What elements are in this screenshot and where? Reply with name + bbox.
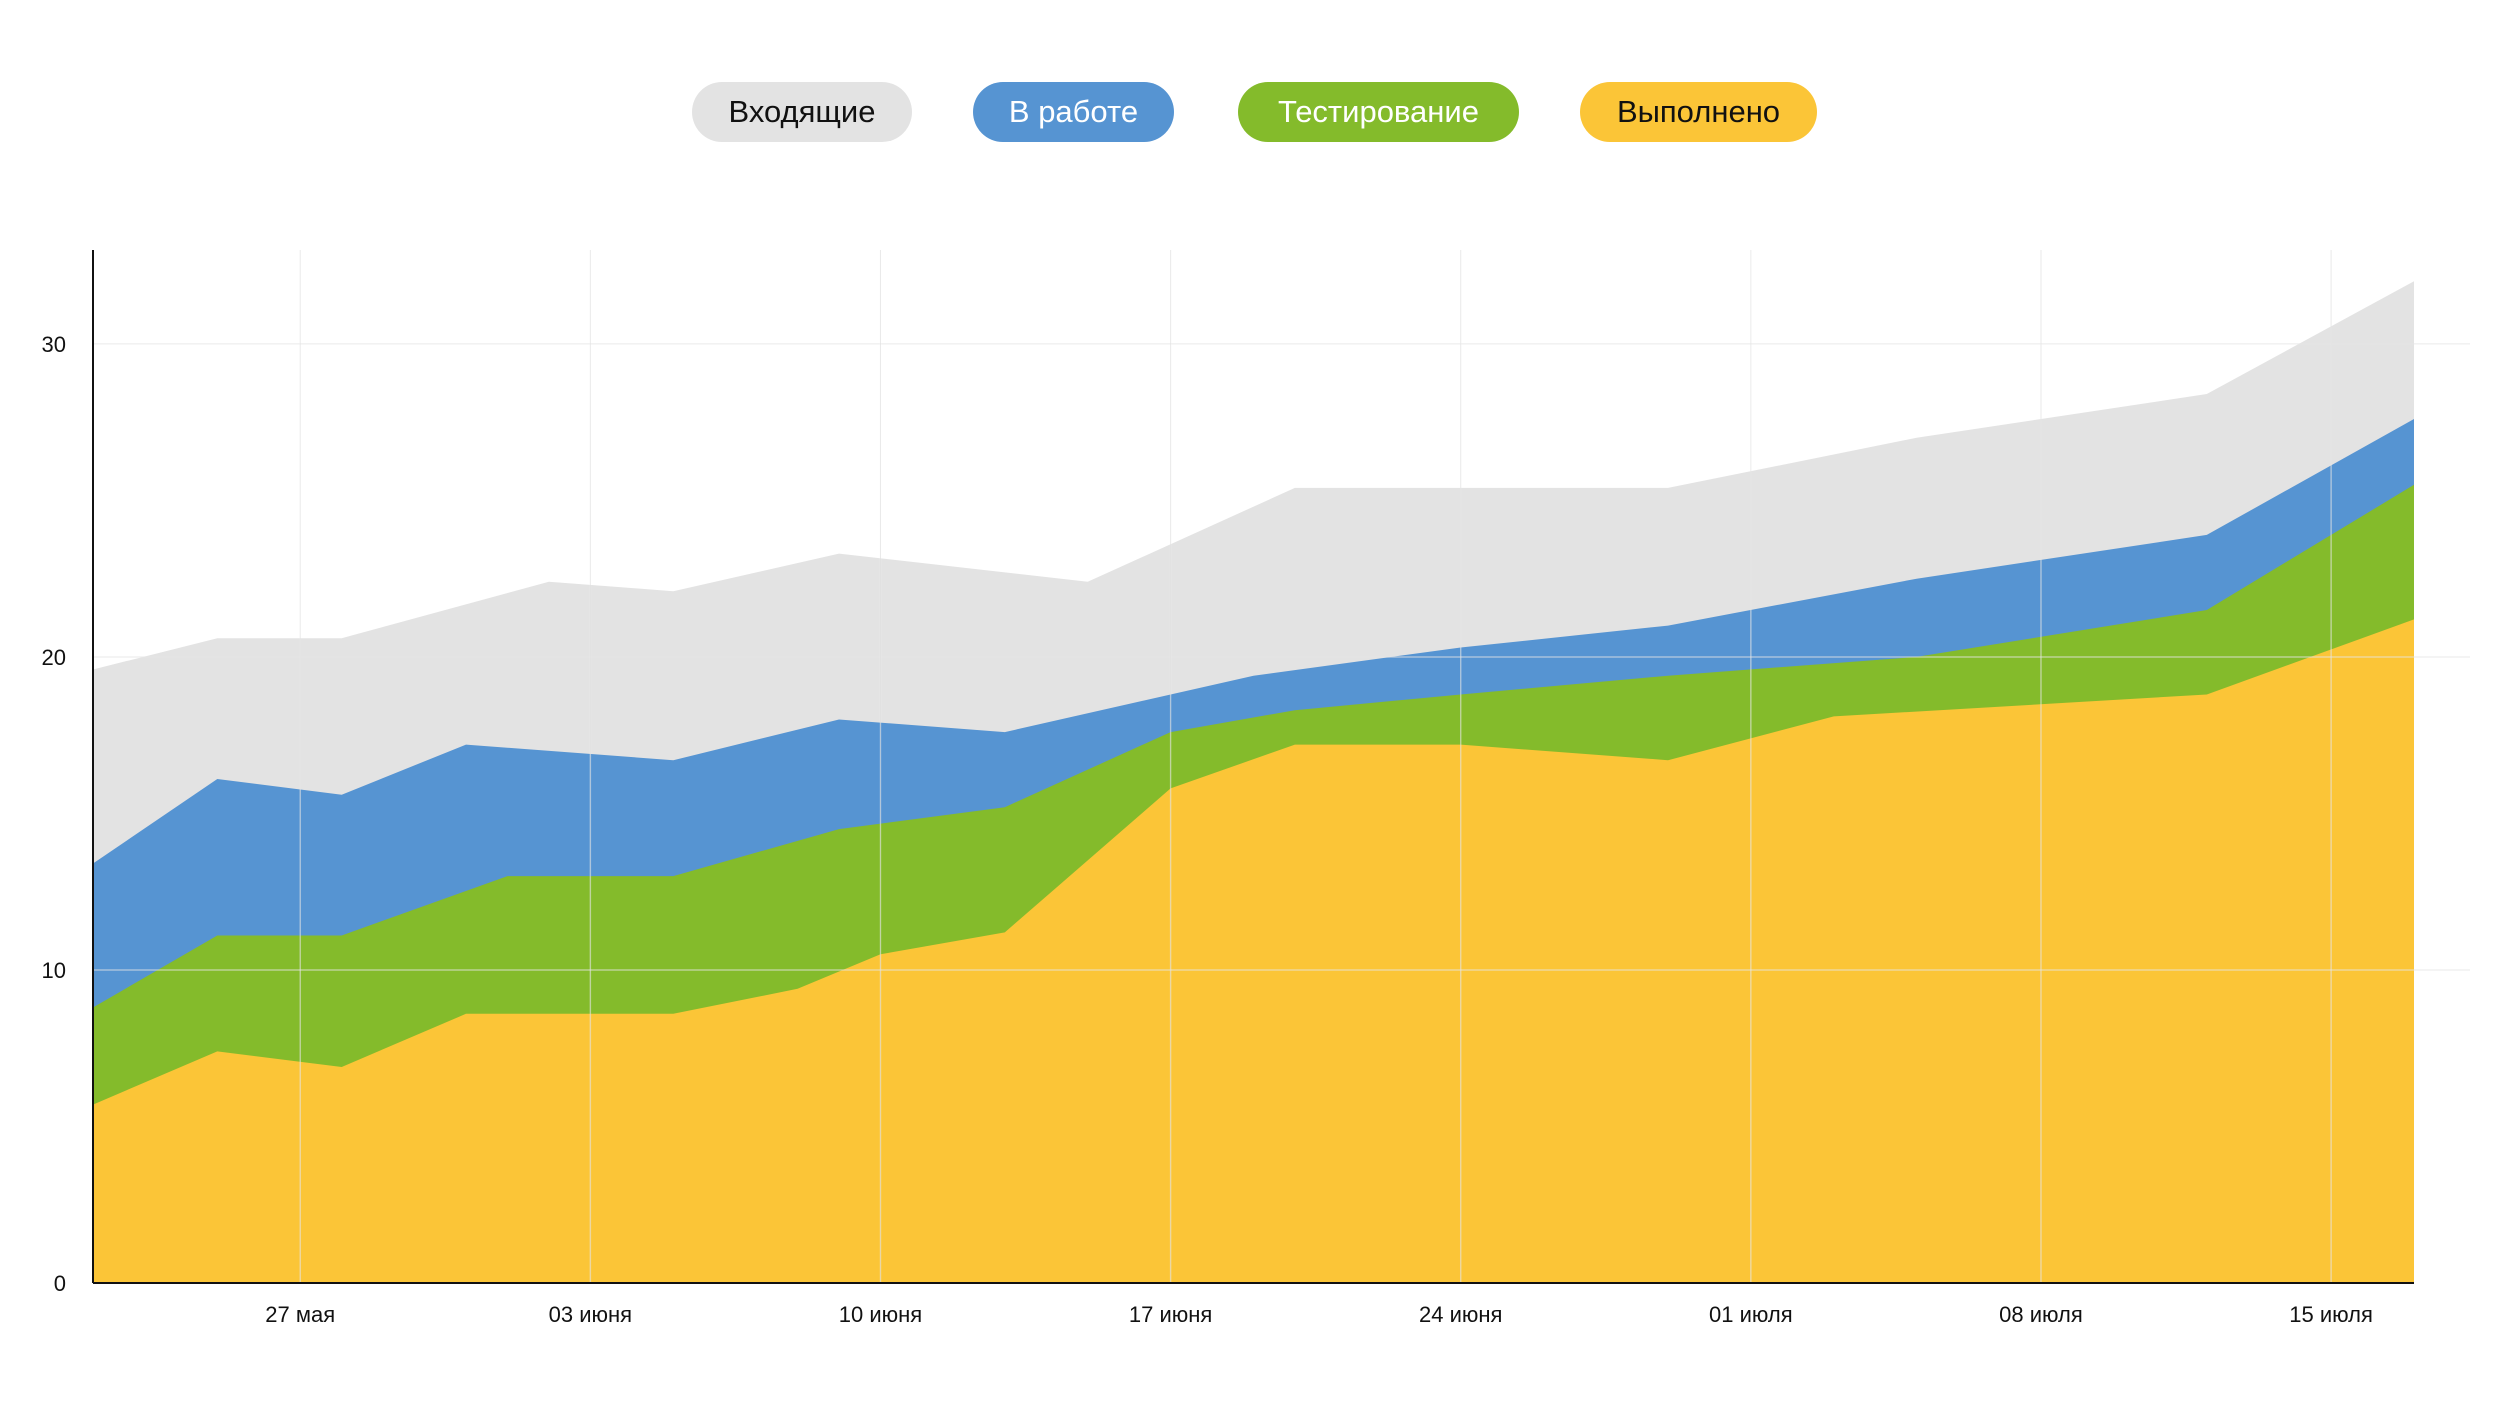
y-tick-label: 0 bbox=[54, 1271, 66, 1296]
y-tick-label: 30 bbox=[42, 332, 66, 357]
x-tick-label: 15 июля bbox=[2289, 1302, 2373, 1327]
y-tick-label: 10 bbox=[42, 958, 66, 983]
x-tick-label: 10 июня bbox=[839, 1302, 922, 1327]
y-tick-label: 20 bbox=[42, 645, 66, 670]
legend-item-in-progress[interactable]: В работе bbox=[973, 82, 1174, 142]
x-tick-label: 01 июля bbox=[1709, 1302, 1793, 1327]
x-tick-label: 27 мая bbox=[265, 1302, 335, 1327]
legend-item-incoming[interactable]: Входящие bbox=[692, 82, 912, 142]
x-tick-label: 17 июня bbox=[1129, 1302, 1212, 1327]
legend-item-done[interactable]: Выполнено bbox=[1580, 82, 1817, 142]
x-tick-label: 08 июля bbox=[1999, 1302, 2083, 1327]
x-tick-label: 03 июня bbox=[549, 1302, 632, 1327]
area-Выполнено bbox=[93, 619, 2414, 1283]
x-tick-label: 24 июня bbox=[1419, 1302, 1502, 1327]
legend: Входящие В работе Тестирование Выполнено bbox=[0, 82, 2500, 146]
legend-item-testing[interactable]: Тестирование bbox=[1238, 82, 1519, 142]
